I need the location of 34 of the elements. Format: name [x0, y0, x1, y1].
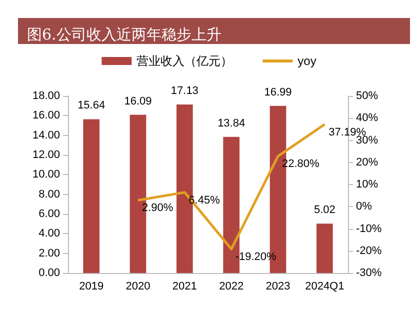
x-tick-label: 2024Q1 [305, 280, 344, 292]
y-tick-label: 0.00 [38, 267, 60, 279]
y2-tick-label: -10% [356, 222, 382, 235]
x-tick-label: 2019 [79, 280, 104, 292]
x-tick-label: 2020 [126, 280, 150, 292]
x-tick-label: 2022 [219, 280, 244, 292]
y-tick-label: 8.00 [38, 188, 60, 200]
data-label: 15.64 [78, 100, 106, 112]
chart-title: 图6.公司收入近两年稳步上升 [27, 26, 222, 44]
y2-tick-label: -30% [356, 267, 382, 279]
y2-tick-label: 50% [356, 90, 378, 102]
data-label: 16.99 [264, 86, 292, 98]
y-tick-label: 4.00 [38, 228, 60, 240]
y2-tick-label: 40% [356, 112, 378, 124]
y-tick-label: 18.00 [32, 90, 60, 102]
y-tick-label: 10.00 [32, 168, 60, 181]
x-tick-label: 2023 [266, 280, 290, 292]
x-tick-label: 2021 [172, 280, 197, 292]
legend-label: 营业收入（亿元） [136, 54, 233, 68]
y-tick-label: 6.00 [38, 208, 60, 220]
data-label: 16.09 [124, 95, 152, 108]
y2-tick-label: 10% [356, 178, 378, 190]
y2-tick-label: 30% [356, 134, 378, 146]
y-tick-label: 12.00 [32, 149, 60, 161]
data-label: 17.13 [170, 85, 198, 98]
y-tick-label: 2.00 [38, 247, 60, 260]
y-tick-label: 16.00 [32, 110, 60, 122]
data-label: 13.84 [218, 117, 246, 130]
y2-tick-label: -20% [356, 244, 382, 257]
legend-label: yoy [298, 54, 316, 68]
y2-tick-label: 0% [356, 200, 372, 213]
y-tick-label: 14.00 [32, 129, 60, 142]
y2-tick-label: 20% [356, 156, 378, 168]
data-label: 5.02 [314, 204, 336, 216]
